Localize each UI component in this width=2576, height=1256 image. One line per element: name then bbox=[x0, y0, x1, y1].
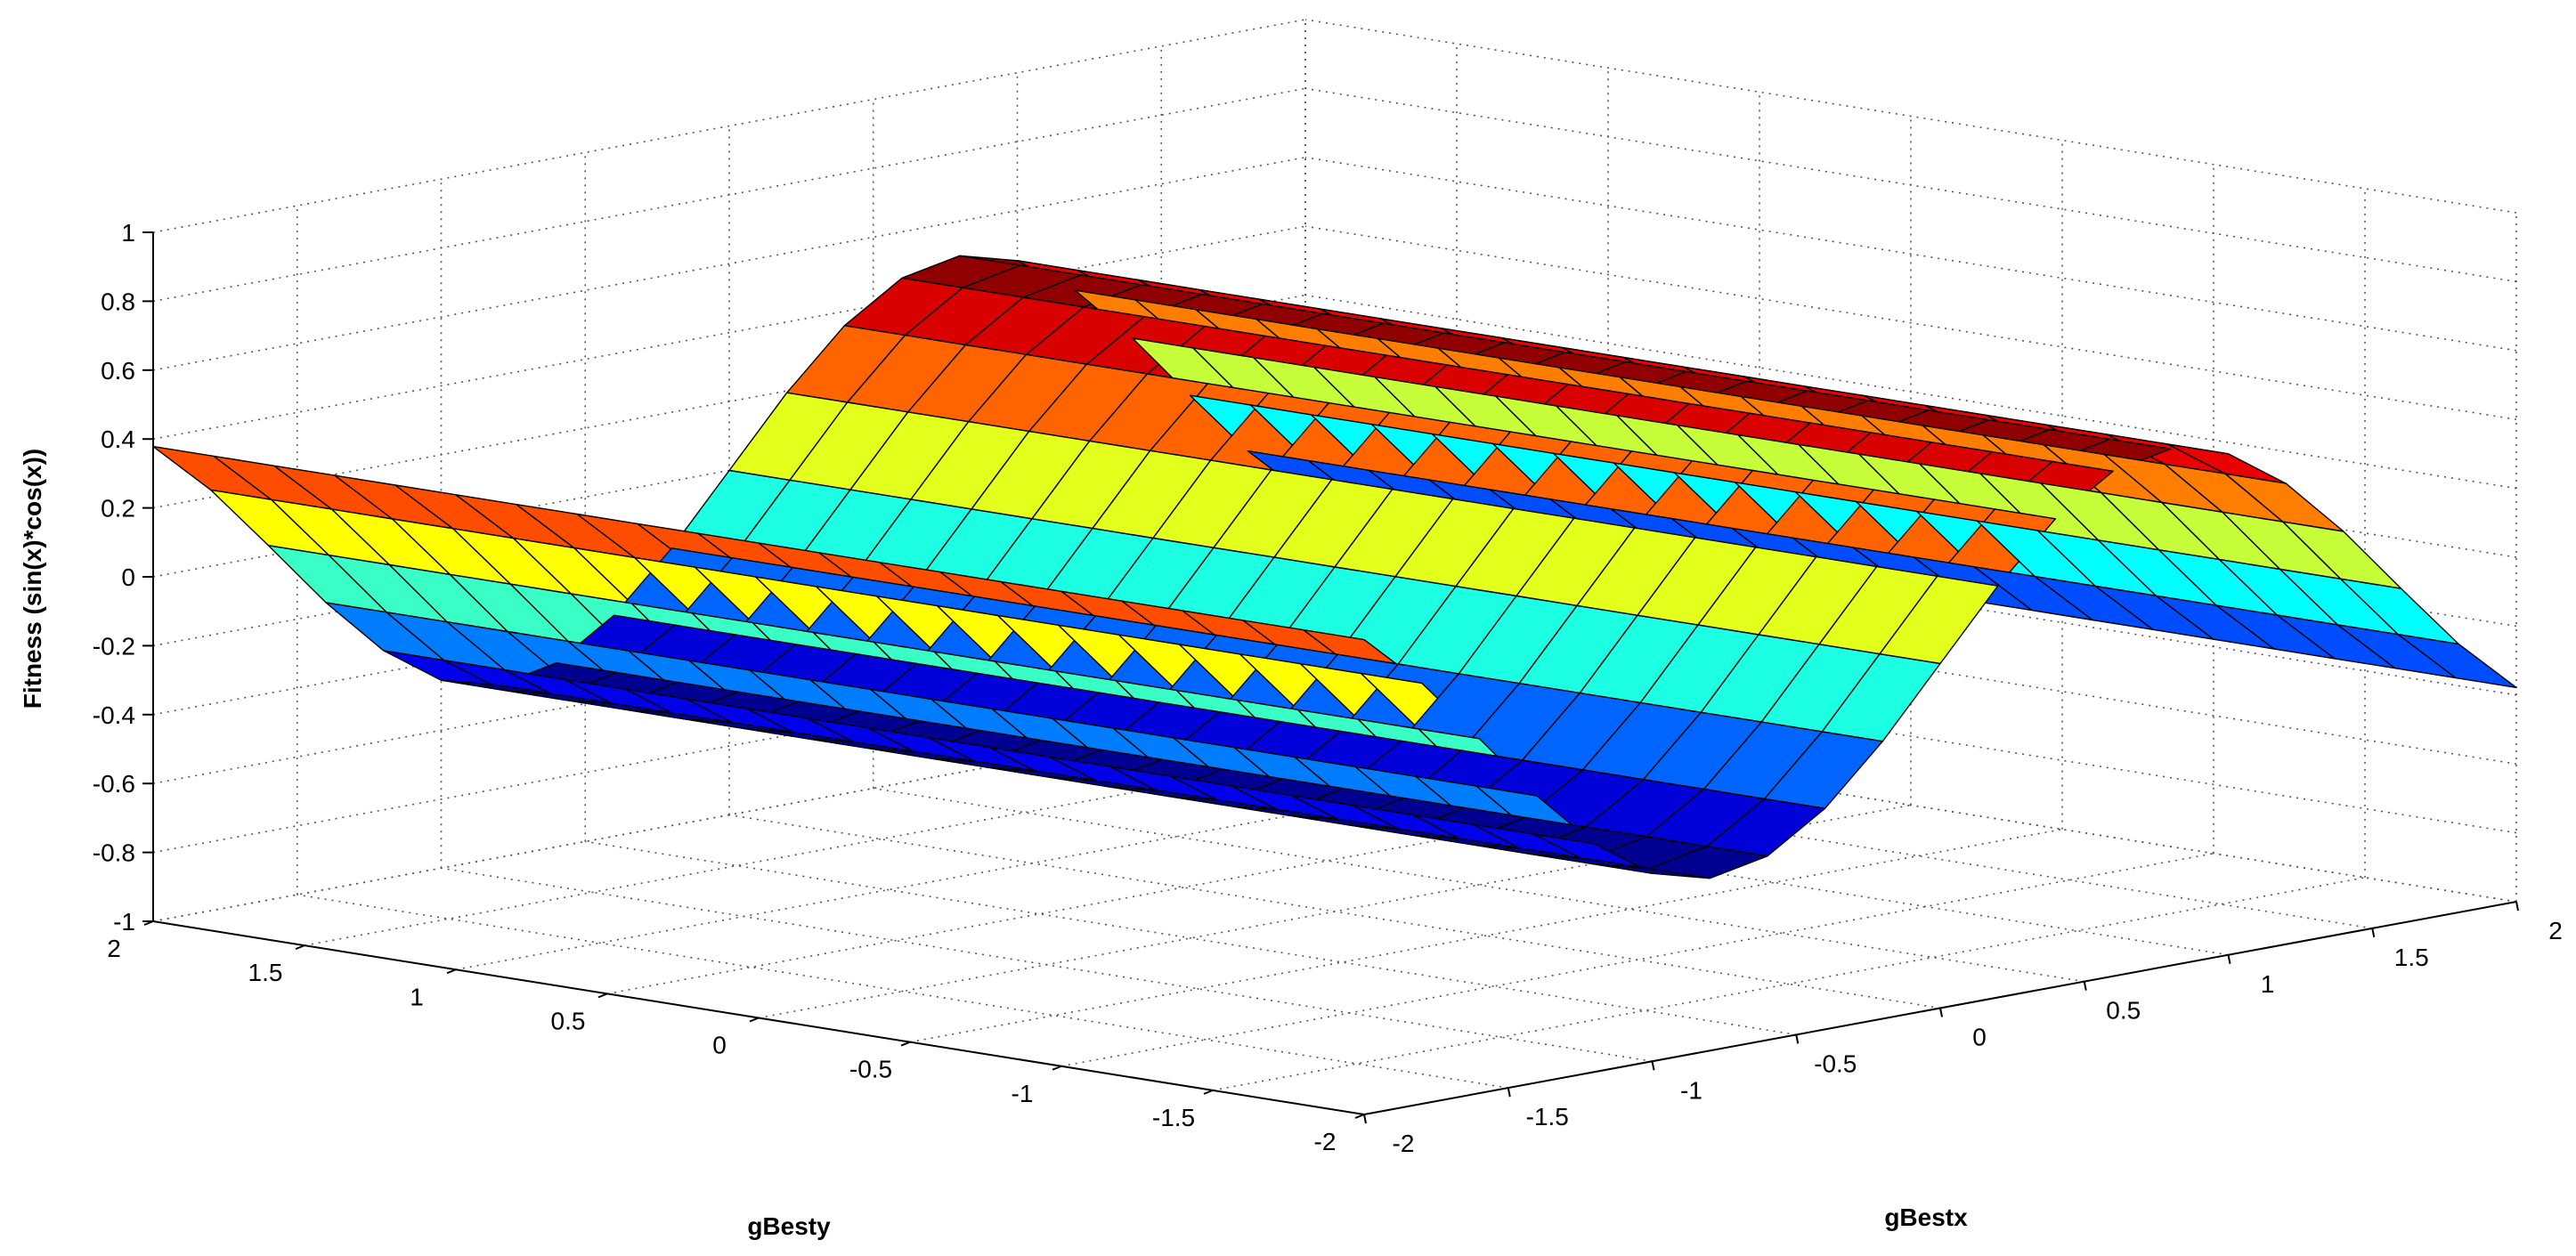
x-tick-label: 1 bbox=[2261, 970, 2275, 998]
y-tick-mark bbox=[597, 993, 608, 999]
x-tick-label: -2 bbox=[1393, 1130, 1415, 1157]
y-tick-mark bbox=[295, 944, 305, 951]
grid-line bbox=[1304, 708, 2517, 903]
z-tick-label: -1 bbox=[113, 908, 135, 936]
axes bbox=[142, 231, 2519, 1124]
grid-line bbox=[1212, 877, 2366, 1091]
z-tick-label: -0.6 bbox=[93, 770, 135, 798]
grid-line bbox=[1060, 852, 2214, 1067]
z-tick-label: 0.8 bbox=[101, 288, 135, 315]
y-tick-label: 1 bbox=[410, 983, 424, 1010]
y-tick-label: 1.5 bbox=[248, 959, 283, 986]
y-tick-mark bbox=[749, 1017, 760, 1023]
x-tick-mark bbox=[2227, 954, 2231, 964]
y-tick-mark bbox=[1203, 1089, 1214, 1095]
x-tick-mark bbox=[2371, 928, 2376, 938]
z-tick-label: 0.4 bbox=[101, 425, 135, 453]
x-axis-label: gBestx bbox=[1884, 1203, 1968, 1231]
z-tick-label: 0 bbox=[121, 563, 135, 591]
x-tick-mark bbox=[1939, 1008, 1943, 1017]
grid-line bbox=[152, 225, 1306, 440]
grid-line bbox=[1304, 225, 2517, 420]
grid-line bbox=[1304, 157, 2517, 352]
y-tick-label: -1 bbox=[1012, 1080, 1034, 1107]
grid-line bbox=[909, 828, 2063, 1043]
y-tick-label: -2 bbox=[1314, 1128, 1337, 1155]
x-tick-mark bbox=[1507, 1087, 1511, 1098]
x-tick-mark bbox=[1363, 1114, 1367, 1124]
z-tick-label: -0.8 bbox=[93, 839, 135, 867]
surface-cell bbox=[1590, 863, 1711, 879]
y-tick-mark bbox=[446, 968, 457, 975]
y-tick-mark bbox=[900, 1041, 911, 1047]
z-tick-label: 0.2 bbox=[101, 495, 135, 523]
x-tick-label: -1 bbox=[1680, 1076, 1702, 1104]
z-axis-label: Fitness (sin(x)*cos(x)) bbox=[19, 449, 46, 709]
x-tick-label: 2 bbox=[2548, 917, 2563, 944]
x-tick-mark bbox=[1795, 1034, 1800, 1044]
x-tick-label: 1.5 bbox=[2394, 944, 2429, 971]
z-tick-label: 1 bbox=[121, 219, 135, 247]
y-tick-mark bbox=[1354, 1114, 1365, 1119]
grid-line bbox=[873, 787, 2084, 983]
grid-line bbox=[152, 19, 1306, 233]
y-tick-label: 0.5 bbox=[551, 1007, 586, 1034]
grid-line bbox=[1304, 87, 2517, 283]
y-axis-label: gBesty bbox=[747, 1212, 831, 1240]
y-tick-label: -0.5 bbox=[849, 1056, 892, 1083]
x-tick-label: 0.5 bbox=[2106, 997, 2141, 1025]
y-tick-label: 2 bbox=[107, 935, 121, 962]
grid-line bbox=[152, 87, 1306, 303]
tick-labels: -2 -1.5 -1 -0.5 0 0.5 1 1.5 2 -2 -1.5 -1 -0.5 0 0.5 1 1.… bbox=[93, 219, 2563, 1157]
grid-line bbox=[297, 894, 1508, 1089]
grid-line bbox=[1304, 294, 2517, 490]
surface-cell bbox=[2397, 634, 2517, 689]
x-tick-label: 0 bbox=[1972, 1024, 1987, 1051]
grid-line bbox=[585, 840, 1797, 1036]
z-tick-label: -0.4 bbox=[93, 701, 135, 729]
y-tick-label: -1.5 bbox=[1152, 1104, 1195, 1131]
x-tick-mark bbox=[2515, 901, 2519, 912]
grid-line bbox=[152, 157, 1306, 371]
x-tick-mark bbox=[1651, 1061, 1655, 1071]
x-tick-label: -0.5 bbox=[1814, 1049, 1857, 1077]
grid-line bbox=[1304, 638, 2517, 834]
x-tick-mark bbox=[2083, 981, 2087, 991]
surface-mesh bbox=[152, 255, 2517, 879]
y-tick-mark bbox=[1052, 1065, 1062, 1071]
z-tick-label: 0.6 bbox=[101, 357, 135, 385]
y-tick-label: 0 bbox=[712, 1032, 727, 1059]
grid-line bbox=[1304, 19, 2517, 214]
x-tick-label: -1.5 bbox=[1526, 1103, 1569, 1130]
z-tick-label: -0.2 bbox=[93, 632, 135, 660]
